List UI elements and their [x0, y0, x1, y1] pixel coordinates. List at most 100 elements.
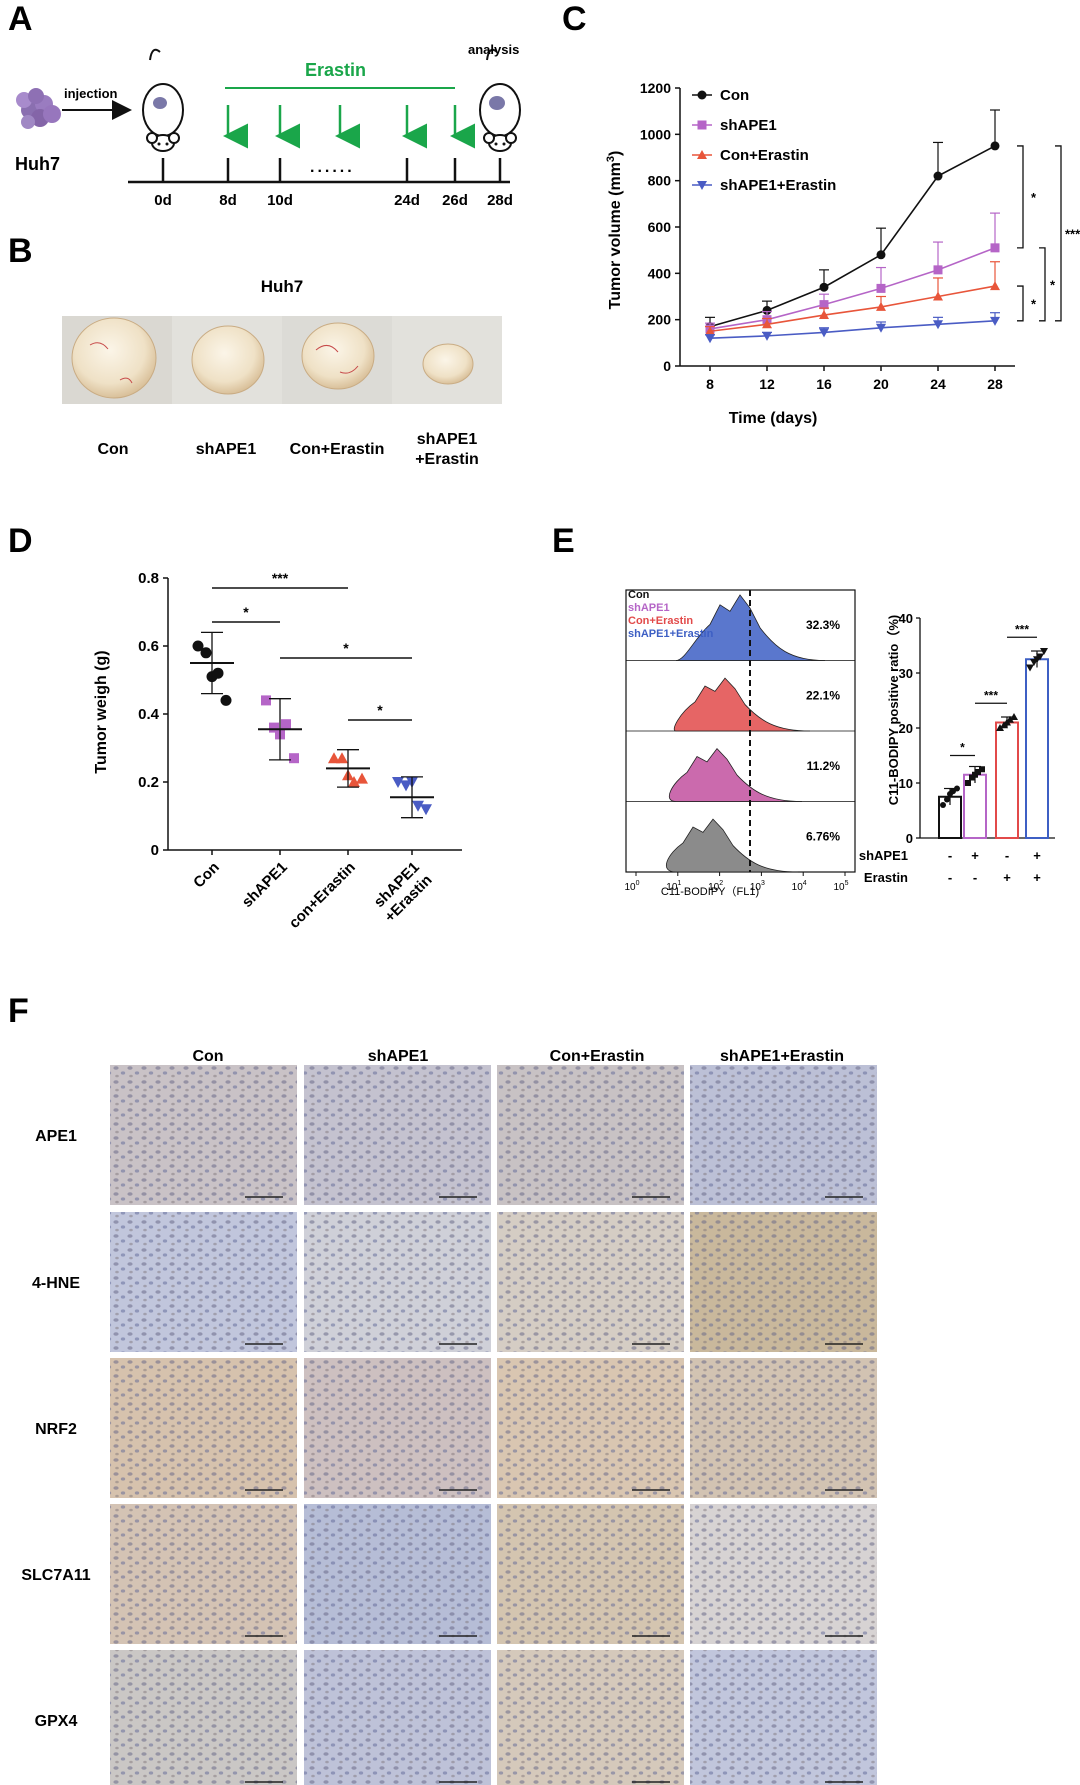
- data-point: [1036, 653, 1044, 661]
- data-point: [192, 640, 204, 652]
- data-point: [990, 316, 1000, 326]
- ihc-texture: [304, 1358, 491, 1498]
- ihc-texture: [110, 1504, 297, 1644]
- data-point: [762, 331, 772, 341]
- weight-ylabel: Tumor weigh (g): [93, 650, 110, 773]
- significance-label: *: [1031, 190, 1037, 205]
- x-tick-label: shAPE1+Erastin: [369, 859, 436, 926]
- ihc-row-label: 4-HNE: [32, 1275, 80, 1292]
- erastin-sign: -: [948, 870, 952, 885]
- significance-label: ***: [1065, 226, 1080, 241]
- series-line-2: [709, 285, 996, 333]
- volume-xlabel: Time (days): [729, 410, 818, 427]
- data-point: [356, 772, 368, 784]
- data-point: [269, 722, 279, 733]
- x-tick-label: 105: [833, 880, 848, 893]
- cell-cluster-icon: [16, 88, 61, 129]
- y-tick-label: 0.8: [138, 570, 159, 587]
- ihc-texture: [110, 1065, 297, 1205]
- timeline-ticks: 0d 8d 10d 24d 26d 28d: [154, 158, 513, 209]
- shape1-sign: +: [971, 848, 979, 863]
- series-line-3: [709, 320, 996, 339]
- bar-3: [1025, 658, 1049, 839]
- ihc-texture: [110, 1358, 297, 1498]
- significance-bracket: [1039, 247, 1046, 322]
- data-point: [289, 753, 299, 764]
- y-tick-label: 0.4: [138, 706, 160, 723]
- series-line-1: [709, 247, 996, 330]
- data-point: [944, 796, 950, 803]
- day-label: 26d: [442, 192, 468, 209]
- significance-bracket: [1017, 145, 1024, 249]
- timeline-ellipsis: ......: [310, 159, 355, 176]
- series-line-0: [709, 145, 996, 328]
- legend-label: shAPE1: [720, 117, 777, 134]
- tumor-con-erastin: [301, 322, 375, 390]
- x-tick-label: 28: [987, 376, 1003, 392]
- volume-ylabel: Tumor volume (mm3): [605, 151, 624, 310]
- data-point: [420, 804, 432, 816]
- ihc-column-label: shAPE1: [368, 1048, 429, 1065]
- data-point: [876, 301, 886, 311]
- ihc-texture: [304, 1650, 491, 1785]
- histogram-peak-2: [668, 748, 803, 802]
- x-tick-label: 20: [873, 376, 889, 392]
- panel-label-d: D: [8, 522, 33, 560]
- data-point: [392, 777, 404, 788]
- day-label: 24d: [394, 192, 420, 209]
- x-tick-label: 24: [930, 376, 946, 392]
- data-point: [819, 328, 829, 338]
- panel-e: E 32.3%22.1%11.2%6.76%ConshAPE1Con+Erast…: [552, 522, 1055, 898]
- x-tick-label: Con: [190, 859, 223, 892]
- legend-marker: [697, 120, 707, 130]
- ihc-texture: [690, 1212, 877, 1352]
- x-tick-label: 16: [816, 376, 832, 392]
- y-tick-label: 800: [648, 173, 672, 189]
- significance-label: ***: [984, 688, 998, 702]
- data-point: [819, 310, 829, 320]
- percentage-label: 6.76%: [806, 829, 840, 843]
- data-point: [876, 283, 886, 293]
- ihc-row-label: APE1: [35, 1128, 77, 1145]
- significance-label: *: [377, 702, 383, 718]
- x-tick-label: 100: [624, 880, 639, 893]
- data-point: [220, 694, 232, 706]
- ihc-texture: [690, 1358, 877, 1498]
- percentage-label: 11.2%: [807, 759, 841, 773]
- legend-label: Con: [720, 87, 749, 104]
- shape1-sign: +: [1033, 848, 1041, 863]
- significance-label: *: [243, 604, 249, 620]
- significance-label: *: [960, 741, 965, 755]
- ihc-texture: [304, 1212, 491, 1352]
- data-point: [705, 326, 715, 336]
- ihc-texture: [304, 1504, 491, 1644]
- tumor-label-con: Con: [97, 441, 128, 458]
- data-point: [1040, 648, 1048, 655]
- row-label-shape1: shAPE1: [859, 848, 908, 863]
- ratio-ylabel: C11-BODIPY positive ratio（%): [886, 615, 901, 805]
- significance-label: *: [1031, 296, 1037, 311]
- histogram-xlabel: C11-BODIPY（FL1): [661, 885, 759, 898]
- ihc-texture: [690, 1650, 877, 1785]
- data-point: [940, 802, 946, 808]
- data-point: [954, 785, 960, 792]
- x-tick-label: 101: [666, 880, 681, 893]
- y-tick-label: 0: [663, 358, 671, 374]
- legend-label: shAPE1+Erastin: [720, 177, 836, 194]
- data-point: [348, 776, 360, 787]
- data-point: [212, 667, 224, 679]
- ihc-texture: [497, 1358, 684, 1498]
- ihc-row-label: NRF2: [35, 1421, 77, 1438]
- day-label: 8d: [219, 192, 237, 209]
- significance-label: *: [1050, 277, 1056, 292]
- ihc-texture: [497, 1650, 684, 1785]
- panel-b: B Huh7 Con shAPE1 Con+Erastin shAPE1 +Er…: [8, 232, 502, 468]
- data-point: [1026, 664, 1034, 672]
- data-point: [990, 281, 1000, 291]
- ihc-column-label: Con: [192, 1048, 223, 1065]
- percentage-label: 22.1%: [806, 688, 840, 702]
- data-point: [990, 141, 1000, 151]
